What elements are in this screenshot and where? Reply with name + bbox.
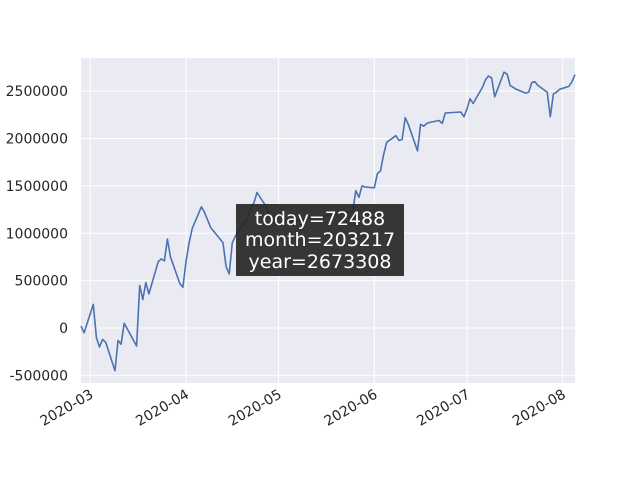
y-tick-label: 500000 (15, 274, 68, 290)
hover-tooltip: today=72488 month=203217 year=2673308 (236, 204, 404, 276)
tooltip-line-year: year=2673308 (249, 251, 392, 273)
y-tick-label: -500000 (10, 368, 69, 384)
tooltip-line-today: today=72488 (255, 208, 385, 230)
tooltip-box (236, 204, 404, 276)
x-tick-label: 2020-08 (510, 387, 569, 430)
series-line (80, 71, 576, 372)
x-tick-label: 2020-07 (414, 387, 473, 430)
y-axis-ticks: -500000 0 500000 1000000 1500000 2000000 25000… (6, 84, 68, 384)
y-tick-label: 2000000 (6, 132, 68, 148)
y-tick-label: 2500000 (6, 84, 68, 100)
tooltip-line-month: month=203217 (245, 229, 395, 251)
y-tick-label: 0 (59, 321, 68, 337)
x-tick-label: 2020-04 (133, 387, 192, 430)
y-tick-label: 1000000 (6, 226, 68, 242)
x-axis-ticks: 2020-03 2020-04 2020-05 2020-06 2020-07 2020-… (38, 387, 569, 430)
x-tick-label: 2020-03 (38, 387, 97, 430)
x-tick-label: 2020-05 (226, 387, 285, 430)
x-tick-label: 2020-06 (322, 387, 381, 430)
y-tick-label: 1500000 (6, 179, 68, 195)
